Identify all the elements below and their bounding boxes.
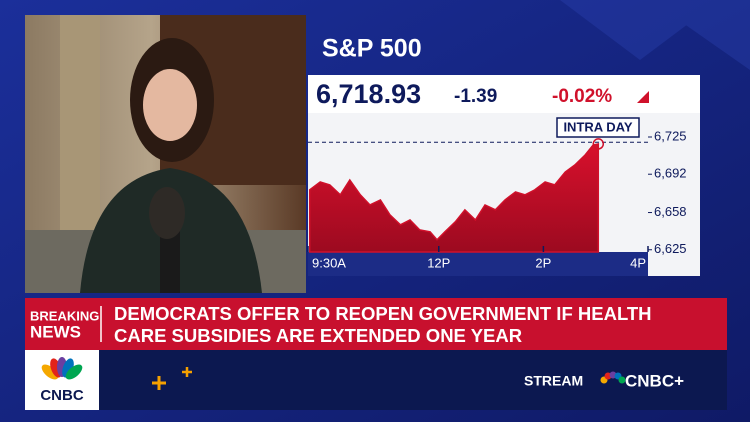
price-area [308,142,600,253]
y-tick-label: 6,725 [654,128,687,143]
percent-change: -0.02% [552,86,612,107]
x-tick-label: 9:30A [312,255,346,270]
headline-line: DEMOCRATS OFFER TO REOPEN GOVERNMENT IF … [114,303,652,324]
headline-line: CARE SUBSIDIES ARE EXTENDED ONE YEAR [114,325,522,346]
price-change: -1.39 [454,86,497,107]
background-pattern [560,0,750,70]
video-feed [25,15,306,293]
breaking-label: BREAKING [30,308,99,323]
x-tick-label: 12P [427,255,450,270]
footer-bar [25,350,727,410]
index-title: S&P 500 [322,35,422,63]
breaking-banner [25,298,727,350]
brand-label: CNBC+ [625,371,684,390]
news-label: NEWS [30,322,81,341]
peacock-logo [41,357,83,380]
peacock-small [600,371,626,384]
down-arrow [637,91,649,103]
x-axis-band [308,252,648,276]
x-tick-label: 4P [630,255,646,270]
last-point [592,138,605,150]
intraday-label: INTRA DAY [563,119,632,134]
intraday-badge [556,117,640,138]
y-tick-label: 6,692 [654,166,687,181]
decor-plus [152,376,166,390]
stream-label: STREAM [524,373,583,389]
price-row [308,75,700,113]
plot: 6,625 6,658 6,692 6,725 9:30A 12P 2P 4P [307,128,687,270]
y-tick-label: 6,658 [654,204,687,219]
decor-plus [182,367,192,377]
x-tick-label: 2P [535,255,551,270]
y-tick-label: 6,625 [654,241,687,256]
price: 6,718.93 [316,79,421,109]
logo-text: CNBC [40,387,83,404]
